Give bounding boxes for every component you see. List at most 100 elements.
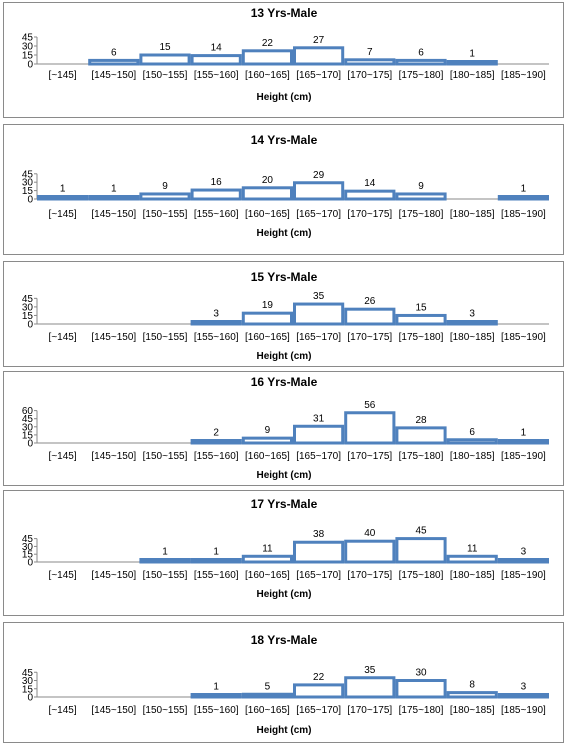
x-tick-label: [170~175] (347, 570, 392, 581)
data-label: 35 (313, 291, 325, 302)
x-tick-label: [175~180] (399, 209, 444, 220)
data-label: 11 (467, 543, 478, 554)
x-tick-label: [185~190] (501, 70, 546, 81)
x-tick-label: [185~190] (501, 451, 546, 462)
chart-title: 17 Yrs-Male (251, 497, 318, 511)
x-tick-label: [170~175] (347, 705, 392, 716)
data-label: 3 (213, 309, 219, 320)
x-tick-label: [145~150] (91, 209, 136, 220)
bar (344, 411, 396, 445)
bar (497, 693, 549, 699)
x-tick-label: [150~155] (143, 209, 188, 220)
x-tick-label: [~145] (49, 70, 77, 81)
data-label: 6 (111, 47, 117, 58)
x-tick-label: [180~185] (450, 70, 495, 81)
x-axis-title: Height (cm) (257, 725, 312, 736)
data-label: 35 (364, 665, 376, 676)
x-tick-label: [145~150] (91, 70, 136, 81)
x-tick-label: [160~165] (245, 209, 290, 220)
x-tick-label: [175~180] (399, 705, 444, 716)
bar (344, 307, 396, 326)
x-tick-label: [170~175] (347, 70, 392, 81)
x-tick-label: [160~165] (245, 705, 290, 716)
bar (497, 195, 549, 201)
x-tick-label: [155~160] (194, 451, 239, 462)
bar (446, 438, 498, 445)
data-label: 1 (521, 184, 527, 195)
x-tick-label: [~145] (49, 705, 77, 716)
bar (293, 302, 345, 326)
x-axis-title: Height (cm) (257, 351, 312, 362)
y-tick-label: 15 (22, 186, 34, 197)
bar (344, 539, 396, 564)
x-tick-label: [165~170] (296, 705, 341, 716)
y-tick-label: 0 (27, 60, 33, 71)
y-tick-label: 0 (27, 320, 33, 331)
x-tick-label: [185~190] (501, 332, 546, 343)
bar (190, 188, 242, 201)
bar (446, 320, 498, 326)
data-label: 22 (262, 38, 274, 49)
x-tick-label: [145~150] (91, 705, 136, 716)
data-label: 29 (313, 170, 325, 181)
data-label: 15 (415, 302, 427, 313)
y-tick-label: 45 (22, 33, 34, 44)
x-tick-label: [175~180] (399, 70, 444, 81)
chart-panel-15-yrs-male: 15 Yrs-Male 45 30 15 0 [~145] [145~150] [150~15… (3, 261, 564, 367)
y-tick-label: 15 (22, 51, 34, 62)
x-axis-title: Height (cm) (257, 92, 312, 103)
bar (88, 195, 140, 201)
data-label: 1 (213, 547, 219, 558)
x-tick-label: [165~170] (296, 209, 341, 220)
bar (190, 439, 242, 445)
chart-panel-16-yrs-male: 16 Yrs-Male 60 45 30 15 0 [~145] [145~150] [150~… (3, 371, 564, 486)
bar (190, 320, 242, 326)
data-label: 9 (162, 181, 168, 192)
bar (139, 192, 191, 201)
bar (139, 53, 191, 66)
bar (241, 311, 294, 326)
chart-title: 15 Yrs-Male (251, 270, 318, 284)
y-tick-label: 15 (22, 311, 34, 322)
data-label: 1 (521, 428, 527, 439)
bar (139, 558, 191, 564)
x-tick-label: [170~175] (347, 451, 392, 462)
bar (446, 554, 498, 564)
chart-panel-18-yrs-male: 18 Yrs-Male 45 30 15 0 [~145] [145~150] [150~15… (3, 622, 564, 743)
data-label: 1 (60, 184, 66, 195)
y-tick-label: 45 (22, 414, 34, 425)
data-label: 8 (469, 680, 475, 691)
x-tick-label: [175~180] (399, 451, 444, 462)
bar (395, 537, 447, 564)
x-tick-label: [160~165] (245, 332, 290, 343)
chart-title: 18 Yrs-Male (251, 633, 318, 647)
chart-panel-17-yrs-male: 17 Yrs-Male 45 30 15 0 [~145] [145~150] 1 [150~1… (3, 490, 564, 616)
y-tick-label: 0 (27, 558, 33, 569)
x-tick-label: [175~180] (399, 332, 444, 343)
x-tick-label: [170~175] (347, 209, 392, 220)
x-tick-label: [145~150] (91, 570, 136, 581)
chart-panel-13-yrs-male: 13 Yrs-Male 45 30 15 0 [~145] 6 [145~150] 15 [150… (3, 2, 564, 118)
bar (497, 558, 549, 564)
data-label: 40 (364, 528, 376, 539)
x-tick-label: [185~190] (501, 705, 546, 716)
data-label: 9 (265, 425, 271, 436)
x-tick-label: [155~160] (194, 209, 239, 220)
y-tick-label: 30 (22, 676, 34, 687)
bar (37, 195, 89, 201)
bar (241, 186, 294, 201)
data-label: 22 (313, 672, 325, 683)
bar (293, 683, 345, 699)
y-tick-label: 15 (22, 550, 34, 561)
bar (293, 46, 345, 66)
bar (241, 49, 294, 66)
x-tick-label: [170~175] (347, 332, 392, 343)
data-label: 31 (313, 413, 325, 424)
y-tick-label: 60 (22, 406, 34, 417)
x-axis-title: Height (cm) (257, 470, 312, 481)
x-tick-label: [145~150] (91, 451, 136, 462)
x-tick-label: [~145] (49, 570, 77, 581)
